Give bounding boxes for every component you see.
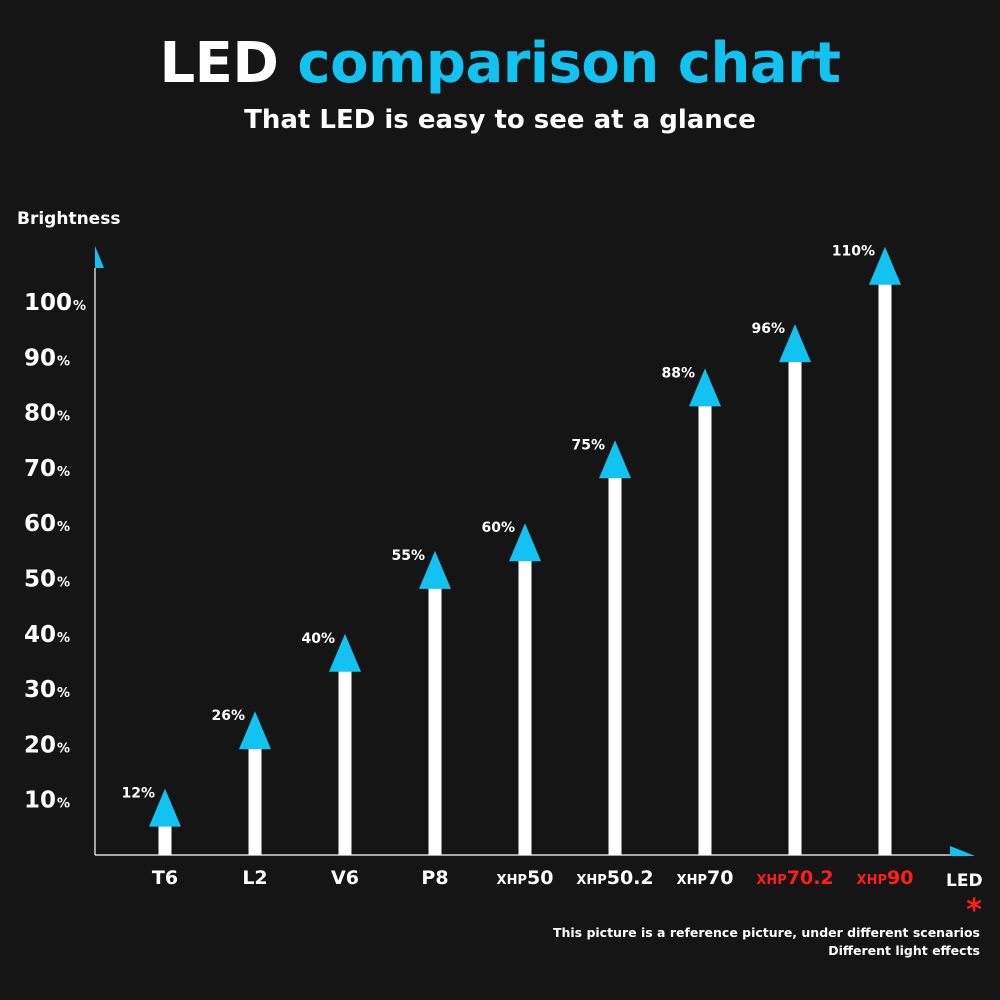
x-axis-label: LED [946, 871, 983, 891]
bar-group: 26% [211, 708, 271, 855]
bar-group: 12% [121, 786, 181, 855]
bar-arrow-icon [869, 246, 901, 285]
bar [428, 586, 442, 855]
y-tick-label: 80% [24, 401, 70, 427]
bar-group: 96% [751, 321, 811, 855]
bar-arrow-icon [329, 633, 361, 672]
footnote: This picture is a reference picture, und… [553, 924, 980, 960]
bar [878, 282, 892, 855]
bar [518, 559, 532, 855]
data-label: 75% [571, 437, 605, 453]
x-tick-label: V6 [331, 867, 359, 889]
footnote-line2: Different light effects [828, 943, 980, 958]
bar-arrow-icon [509, 523, 541, 562]
x-tick-label: T6 [152, 867, 178, 889]
bar-group: 40% [301, 631, 361, 855]
bar-arrow-icon [149, 788, 181, 827]
bar-arrow-icon [779, 324, 811, 363]
y-tick-label: 30% [24, 677, 70, 703]
data-label: 12% [121, 786, 155, 802]
data-label: 96% [751, 321, 785, 337]
bars: 12% 26% 40% 55% 60% 75% 88% 96% 110% [121, 244, 901, 855]
x-tick-label: XHP90 [857, 867, 914, 889]
bar-arrow-icon [239, 711, 271, 750]
y-tick-label: 60% [24, 511, 70, 537]
data-label: 40% [301, 631, 335, 647]
bar [788, 360, 802, 855]
bar-arrow-icon [419, 550, 451, 589]
y-tick-label: 10% [24, 788, 70, 814]
data-label: 60% [481, 520, 515, 536]
x-tick-label: XHP70.2 [756, 867, 833, 889]
y-tick-label: 20% [24, 732, 70, 758]
y-tick-label: 40% [24, 622, 70, 648]
y-axis-arrow-icon [95, 246, 104, 268]
chart-title: LED comparison chart [0, 26, 1000, 102]
x-tick-label: XHP70 [677, 867, 734, 889]
x-ticks: T6 L2 V6 P8 XHP50 XHP50.2 XHP70 XHP70.2 XHP90 [152, 867, 914, 889]
footnote-line1: This picture is a reference picture, und… [552, 925, 980, 940]
y-tick-label: 50% [24, 567, 70, 593]
x-tick-label: P8 [421, 867, 448, 889]
bar-arrow-icon [689, 368, 721, 407]
y-tick-label: 70% [24, 456, 70, 482]
footnote-star: * [966, 893, 982, 928]
x-axis-arrow-icon [950, 846, 975, 856]
bar-group: 110% [832, 244, 901, 855]
chart-title-part2: comparison chart [297, 31, 841, 96]
bar [608, 476, 622, 855]
bar-group: 55% [391, 548, 451, 855]
bar-group: 60% [481, 520, 541, 855]
bar-group: 88% [661, 365, 721, 855]
bar-arrow-icon [599, 440, 631, 479]
chart-subtitle: That LED is easy to see at a glance [244, 105, 756, 135]
y-axis-label: Brightness [17, 209, 121, 229]
y-tick-label: 100% [24, 290, 86, 316]
x-tick-label: XHP50 [497, 867, 554, 889]
bar [248, 747, 262, 855]
data-label: 88% [661, 365, 695, 381]
bar [698, 404, 712, 855]
chart-title-part1: LED [159, 31, 279, 96]
y-tick-label: 90% [24, 345, 70, 371]
bar [158, 824, 172, 855]
x-tick-label: XHP50.2 [576, 867, 653, 889]
x-tick-label: L2 [242, 867, 267, 889]
bar-group: 75% [571, 437, 631, 855]
data-label: 55% [391, 548, 425, 564]
data-label: 26% [211, 708, 245, 724]
data-label: 110% [832, 244, 875, 260]
y-ticks: 10% 20% 30% 40% 50% 60% 70% 80% 90% 100% [24, 290, 86, 814]
bar [338, 669, 352, 855]
